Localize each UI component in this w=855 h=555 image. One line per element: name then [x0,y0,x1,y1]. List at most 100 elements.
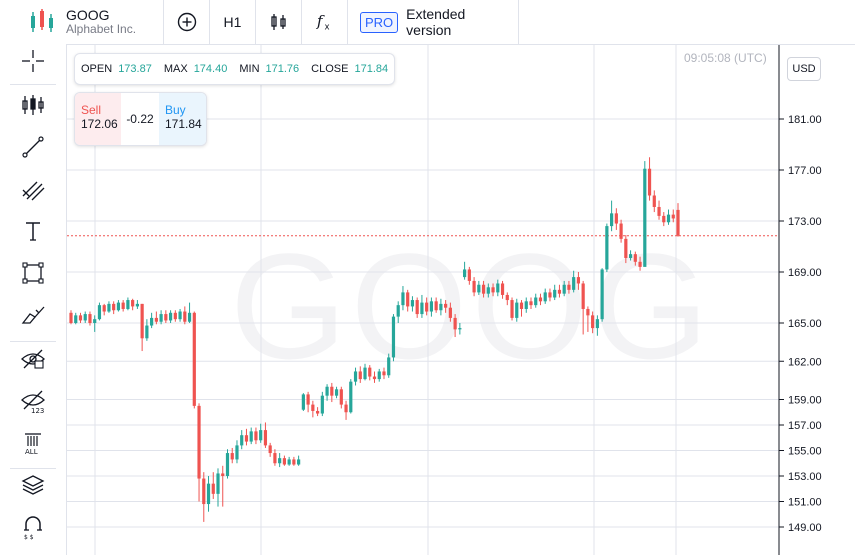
brush-icon [21,306,45,324]
hide-indicators-tool[interactable]: 123 [20,388,60,428]
candle-body [524,301,528,309]
candle-body [619,223,623,239]
candle-body [591,315,595,329]
candle-body [235,445,239,460]
candle-body [216,473,220,494]
hide-drawings-icon [21,349,45,369]
candle-body [320,395,324,414]
candle-body [572,277,576,290]
candle-body [657,206,661,216]
sell-button[interactable]: Sell 172.06 [75,93,121,145]
candle-body [154,317,158,322]
candle-body [168,312,173,321]
currency-button[interactable]: USD [787,57,821,81]
layers-tool[interactable] [20,472,60,512]
candle-body [382,371,386,376]
candle-body [486,287,490,294]
candle-body [496,283,500,293]
candle-body [628,254,633,258]
candle-body [358,371,362,380]
symbol-section[interactable]: GOOG Alphabet Inc. [0,0,164,44]
candle-body [164,314,168,321]
compare-button[interactable] [164,0,210,44]
candle-body [647,168,652,196]
candle-body [83,314,87,321]
buy-price: 171.84 [165,117,202,131]
candle-body [519,302,524,309]
extended-version-label: Extended version [406,6,466,38]
ohlc-legend: OPEN 173.87 MAX 174.40 MIN 171.76 CLOSE … [74,53,396,85]
y-tick-label: 157.00 [788,420,822,432]
text-tool[interactable] [20,218,60,258]
interval-button[interactable]: H1 [210,0,256,44]
extended-version-button[interactable]: PRO Extended version [348,0,519,44]
candle-body [458,328,462,330]
candle-body [278,458,282,464]
brush-tool[interactable] [20,302,60,342]
candle-body [121,302,125,309]
candle-body [529,301,533,306]
candle-body [372,376,377,380]
candle-body [78,315,83,321]
magnet-tool[interactable]: $ $ [20,514,60,554]
candle-body [439,303,443,311]
candle-body [107,303,111,312]
trade-panel: Sell 172.06 -0.22 Buy 171.84 [74,92,207,146]
delete-all-tool[interactable]: ALL [20,430,60,470]
candle-body [301,394,305,410]
candle-body [206,483,211,505]
svg-text:f: f [316,12,325,30]
crosshair-icon [22,50,44,72]
price-chart[interactable]: 181.00 177.00 173.00 169.00 165.00 162.00 159.… [67,45,855,555]
candle-body [315,410,320,414]
crosshair-tool[interactable] [20,48,60,88]
candle-body [287,459,291,465]
indicators-tool[interactable] [20,92,60,132]
candle-body [116,302,121,311]
svg-text:ALL: ALL [25,448,38,456]
candle-body [477,284,481,293]
candle-body [259,430,263,441]
candle-body [600,269,604,320]
candle-body [69,312,73,323]
y-tick-label: 173.00 [788,216,822,228]
fib-icon [22,181,45,201]
buy-button[interactable]: Buy 171.84 [159,93,206,145]
candle-body [263,430,268,446]
candle-body [662,215,666,223]
candle-body [614,213,618,224]
hide-drawings-tool[interactable] [20,346,60,386]
candle-body [330,386,334,396]
trend-line-tool[interactable] [20,134,60,174]
y-tick-label: 177.00 [788,165,822,177]
candle-body [135,303,139,307]
candle-body [353,371,358,382]
delete-all-icon: ALL [25,433,41,456]
svg-text:$ $: $ $ [24,534,34,540]
rectangle-tool[interactable] [20,260,60,300]
candle-body [448,307,452,318]
candle-body [420,302,424,315]
candle-body [415,300,419,315]
candle-body [453,317,457,330]
candle-body [538,297,543,302]
candle-body [183,311,187,322]
candle-body [240,435,244,446]
candle-body [297,459,301,465]
sell-label: Sell [81,103,102,117]
company-name: Alphabet Inc. [66,22,137,36]
candle-body [339,389,343,405]
candle-body [534,297,538,306]
chart-type-button[interactable] [256,0,302,44]
candle-body [595,319,599,329]
candle-body [159,314,163,322]
candle-body [401,292,405,306]
candle-body [311,404,315,411]
candle-body [202,478,206,505]
fib-tool[interactable] [20,176,60,216]
close-value: 171.84 [354,63,389,75]
candle-body [273,453,277,464]
layers-icon [21,475,45,495]
